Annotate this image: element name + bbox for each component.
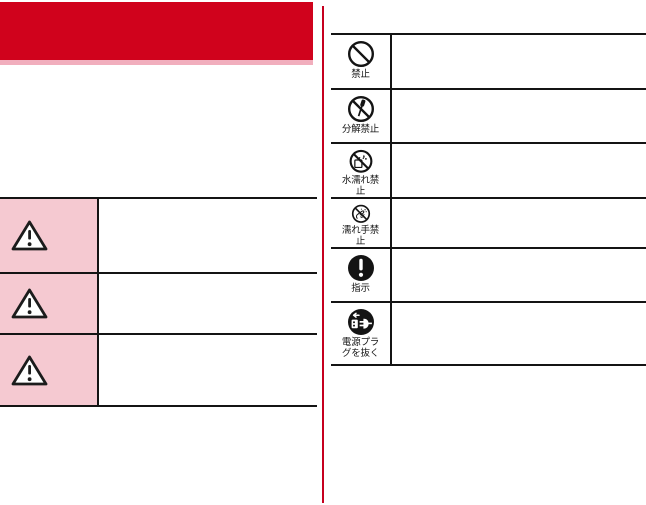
symbol-icon-cell: 禁止 — [331, 35, 392, 88]
symbol-icon-cell: 水濡れ禁止 — [331, 144, 392, 197]
symbol-label: 指示 — [351, 283, 370, 294]
symbol-icon-cell: 濡れ手禁止 — [331, 199, 392, 247]
symbol-description-cell — [392, 249, 646, 301]
symbol-description-cell — [392, 199, 646, 247]
prohibition-icon — [347, 40, 374, 68]
symbol-label: 濡れ手禁止 — [341, 224, 380, 247]
symbol-label: 水濡れ禁止 — [341, 174, 380, 197]
caution-icon-cell — [0, 274, 99, 333]
table-row: 禁止 — [331, 33, 646, 88]
table-row: 電源プラグを抜く — [331, 301, 646, 366]
table-row — [0, 333, 317, 407]
symbol-description-cell — [392, 303, 646, 364]
caution-description-cell — [99, 274, 317, 333]
column-divider-rule — [322, 6, 324, 503]
table-row: 指示 — [331, 247, 646, 301]
symbol-description-cell — [392, 35, 646, 88]
caution-icon-cell — [0, 335, 99, 405]
no-disassembly-icon — [347, 95, 374, 123]
caution-icon-cell — [0, 199, 99, 272]
warning-triangle-icon — [11, 355, 48, 385]
table-row: 分解禁止 — [331, 88, 646, 142]
symbol-description-cell — [392, 90, 646, 142]
symbol-icon-cell: 指示 — [331, 249, 392, 301]
no-wet-hands-icon — [351, 204, 370, 223]
table-row — [0, 272, 317, 333]
unplug-icon — [347, 309, 374, 335]
symbol-description-cell — [392, 144, 646, 197]
no-water-icon — [349, 149, 372, 173]
symbol-label: 電源プラグを抜く — [341, 337, 380, 360]
caution-description-cell — [99, 199, 317, 272]
caution-table — [0, 197, 317, 407]
symbol-table: 禁止 分解禁止 — [331, 33, 646, 366]
symbol-icon-cell: 分解禁止 — [331, 90, 392, 142]
symbol-icon-cell: 電源プラグを抜く — [331, 303, 392, 364]
table-row — [0, 197, 317, 272]
warning-triangle-icon — [11, 288, 48, 319]
table-row: 濡れ手禁止 — [331, 197, 646, 247]
symbol-label: 禁止 — [351, 69, 370, 80]
instruction-icon — [347, 255, 374, 281]
header-banner — [0, 2, 313, 60]
banner-accent-strip — [0, 60, 313, 65]
table-row: 水濡れ禁止 — [331, 142, 646, 197]
caution-description-cell — [99, 335, 317, 405]
symbol-label: 分解禁止 — [341, 124, 380, 135]
warning-triangle-icon — [11, 220, 48, 251]
